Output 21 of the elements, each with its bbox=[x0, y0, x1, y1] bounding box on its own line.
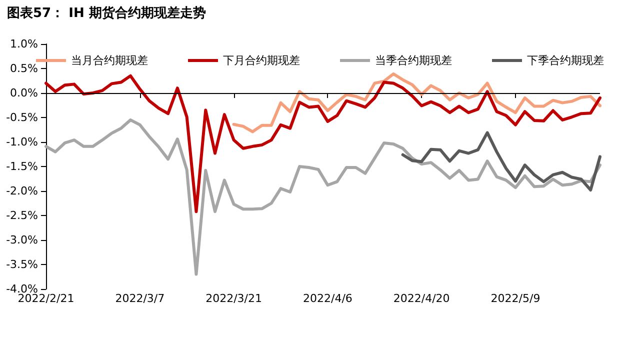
legend-label: 当月合约期现差 bbox=[71, 54, 148, 67]
x-tick-label: 2022/5/9 bbox=[490, 292, 540, 305]
legend-label: 当季合约期现差 bbox=[375, 54, 452, 67]
y-tick-label: -1.5% bbox=[6, 160, 38, 173]
y-tick-label: -3.0% bbox=[6, 234, 38, 246]
legend-label: 下季合约期现差 bbox=[527, 54, 604, 67]
y-tick-label: 1.0% bbox=[10, 38, 38, 50]
y-tick-label: -1.0% bbox=[6, 136, 38, 148]
x-tick-label: 2022/3/21 bbox=[206, 292, 262, 305]
chart-title: 图表57： IH 期货合约期现差走势 bbox=[7, 5, 206, 21]
y-tick-label: -2.0% bbox=[6, 184, 38, 198]
y-tick-label: -3.5% bbox=[6, 258, 38, 271]
y-tick-label: -0.5% bbox=[6, 111, 38, 124]
legend-label: 下月合约期现差 bbox=[223, 54, 300, 67]
y-tick-label: 0.0% bbox=[10, 86, 38, 100]
y-tick-label: 0.5% bbox=[10, 62, 38, 75]
x-tick-label: 2022/2/21 bbox=[18, 292, 74, 305]
x-tick-label: 2022/4/6 bbox=[302, 292, 352, 305]
x-tick-label: 2022/3/7 bbox=[115, 292, 165, 305]
y-tick-label: -2.5% bbox=[6, 209, 38, 222]
x-tick-label: 2022/4/20 bbox=[393, 292, 450, 305]
